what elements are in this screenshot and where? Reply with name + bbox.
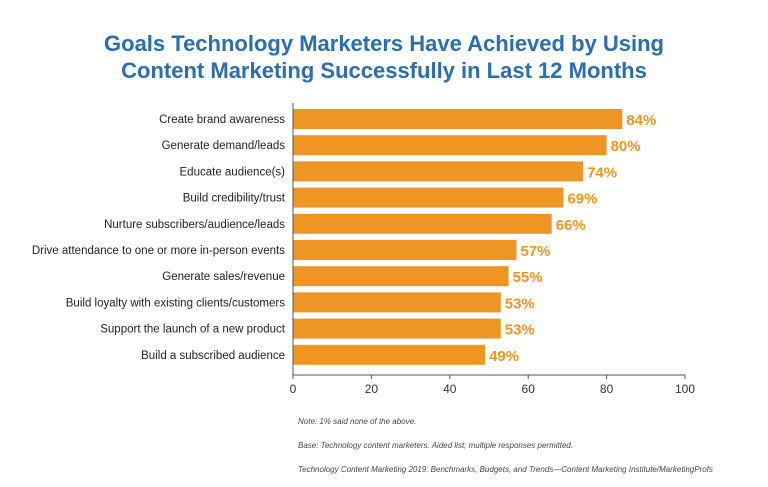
bar — [293, 135, 607, 156]
x-tick-label: 40 — [443, 382, 457, 396]
chart-title-line-1: Goals Technology Marketers Have Achieved… — [104, 31, 664, 56]
value-label: 74% — [587, 164, 617, 181]
category-label: Generate sales/revenue — [162, 271, 285, 283]
chart-title-line-2: Content Marketing Successfully in Last 1… — [121, 58, 647, 83]
value-label: 53% — [505, 322, 535, 339]
category-label: Build credibility/trust — [183, 193, 286, 205]
x-tick-label: 20 — [365, 382, 379, 396]
category-label: Create brand awareness — [159, 114, 285, 126]
bar — [293, 292, 501, 313]
bar — [293, 187, 564, 208]
category-label: Educate audience(s) — [180, 166, 286, 178]
chart-title: Goals Technology Marketers Have Achieved… — [0, 30, 768, 84]
bar — [293, 266, 509, 287]
value-label: 49% — [489, 348, 519, 365]
x-tick-label: 80 — [600, 382, 614, 396]
category-label: Drive attendance to one or more in-perso… — [32, 245, 285, 257]
x-tick-label: 100 — [675, 382, 695, 396]
value-label: 84% — [626, 112, 656, 129]
bar — [293, 318, 501, 339]
bar — [293, 109, 623, 129]
note-text: Note: 1% said none of the above. — [298, 417, 417, 426]
category-label: Nurture subscribers/audience/leads — [104, 219, 285, 231]
value-label: 80% — [611, 138, 641, 155]
source-text: Technology Content Marketing 2019: Bench… — [298, 465, 713, 474]
base-text: Base: Technology content marketers. Aide… — [298, 441, 574, 450]
bar — [293, 344, 486, 365]
category-label: Support the launch of a new product — [100, 324, 286, 336]
x-tick-label: 60 — [522, 382, 536, 396]
bar — [293, 240, 517, 260]
bar-chart: Create brand awareness 84% Generate demand… — [32, 103, 695, 396]
bar — [293, 213, 552, 234]
value-label: 55% — [513, 269, 543, 286]
bar — [293, 161, 584, 182]
x-tick-label: 0 — [290, 382, 297, 396]
value-label: 69% — [567, 191, 597, 208]
value-label: 53% — [505, 295, 535, 312]
category-label: Generate demand/leads — [162, 140, 286, 152]
category-label: Build loyalty with existing clients/cust… — [66, 297, 285, 309]
category-label: Build a subscribed audience — [141, 350, 285, 362]
value-label: 66% — [556, 217, 586, 234]
value-label: 57% — [520, 243, 550, 260]
